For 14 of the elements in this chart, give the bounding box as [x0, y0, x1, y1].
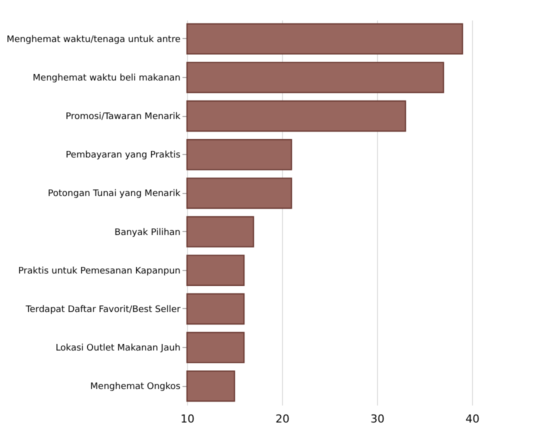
x-tick-label: 10 — [180, 412, 194, 426]
x-tick-label: 30 — [370, 412, 384, 426]
y-tick-label: Menghemat waktu beli makanan — [32, 73, 180, 84]
y-tick-label: Banyak Pilihan — [114, 228, 180, 238]
y-tick-label: Praktis untuk Pemesanan Kapanpun — [18, 266, 180, 276]
y-tick-label: Menghemat Ongkos — [90, 382, 181, 392]
y-tick-label: Terdapat Daftar Favorit/Best Seller — [24, 304, 181, 315]
x-tick-label: 20 — [276, 412, 290, 426]
y-tick-label: Menghemat waktu/tenaga untuk antre — [6, 34, 181, 45]
x-tick-label: 40 — [466, 412, 480, 426]
y-tick-label: Pembayaran yang Praktis — [66, 150, 181, 161]
y-tick-label: Potongan Tunai yang Menarik — [48, 189, 182, 200]
y-tick-label: Promosi/Tawaran Menarik — [66, 112, 182, 122]
y-tick-label: Lokasi Outlet Makanan Jauh — [56, 344, 180, 354]
